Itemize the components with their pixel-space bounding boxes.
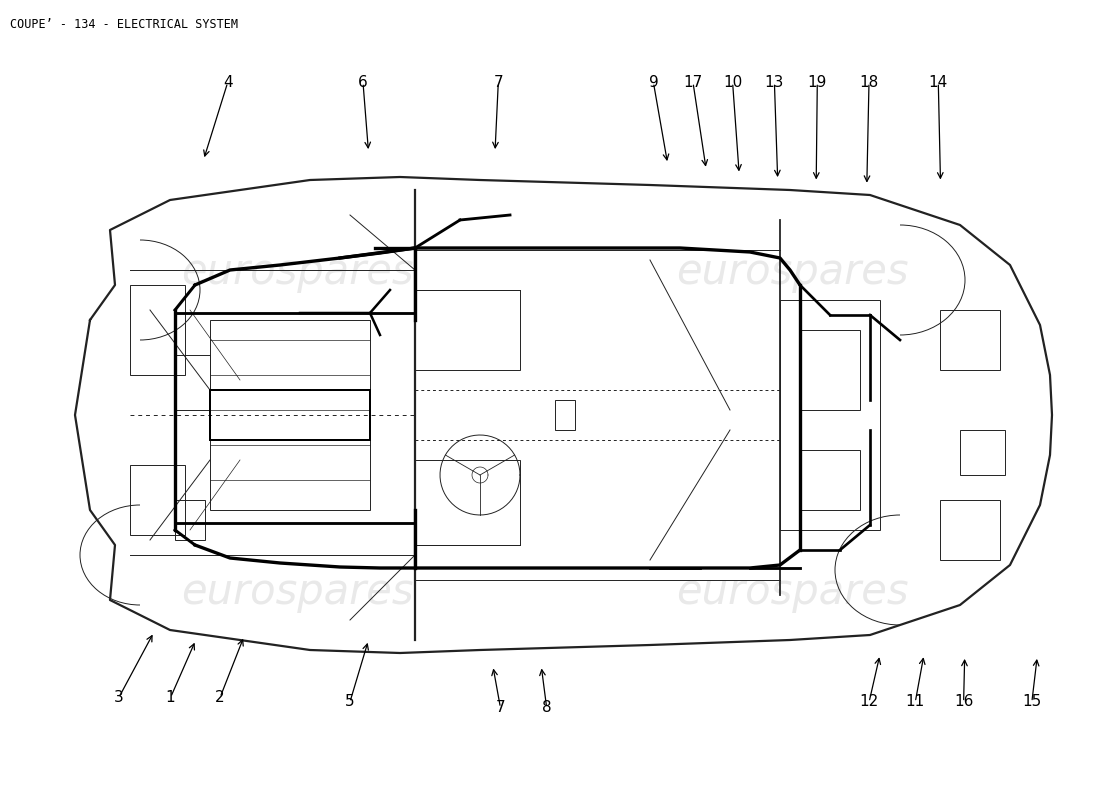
Text: eurospares: eurospares — [180, 571, 414, 613]
Text: 6: 6 — [359, 75, 367, 90]
Text: COUPE’ - 134 - ELECTRICAL SYSTEM: COUPE’ - 134 - ELECTRICAL SYSTEM — [10, 18, 238, 31]
Text: 7: 7 — [494, 75, 503, 90]
Text: 2: 2 — [216, 690, 224, 705]
Text: eurospares: eurospares — [180, 251, 414, 293]
Text: 1: 1 — [166, 690, 175, 705]
Bar — [175, 355, 210, 410]
Text: 16: 16 — [954, 694, 974, 710]
Text: 13: 13 — [764, 75, 784, 90]
Text: 3: 3 — [114, 690, 123, 705]
Text: 14: 14 — [928, 75, 948, 90]
Bar — [780, 300, 880, 530]
Text: 11: 11 — [905, 694, 925, 710]
Bar — [940, 310, 1000, 370]
Text: 4: 4 — [223, 75, 232, 90]
Bar — [130, 465, 185, 535]
Bar — [800, 450, 860, 510]
Text: 5: 5 — [345, 694, 354, 710]
Text: 18: 18 — [859, 75, 879, 90]
Text: 8: 8 — [542, 700, 551, 715]
Text: 9: 9 — [649, 75, 658, 90]
Text: 7: 7 — [496, 700, 505, 715]
Text: eurospares: eurospares — [675, 571, 909, 613]
Text: eurospares: eurospares — [675, 251, 909, 293]
Text: 15: 15 — [1022, 694, 1042, 710]
Bar — [175, 500, 205, 540]
Text: 12: 12 — [859, 694, 879, 710]
Bar — [130, 285, 185, 375]
Text: 19: 19 — [807, 75, 827, 90]
Text: 17: 17 — [683, 75, 703, 90]
Bar — [556, 400, 575, 430]
Bar — [415, 290, 520, 370]
Bar — [960, 430, 1005, 475]
Bar — [940, 500, 1000, 560]
Text: 10: 10 — [723, 75, 743, 90]
Bar — [210, 320, 370, 510]
Bar — [800, 330, 860, 410]
Bar — [415, 460, 520, 545]
